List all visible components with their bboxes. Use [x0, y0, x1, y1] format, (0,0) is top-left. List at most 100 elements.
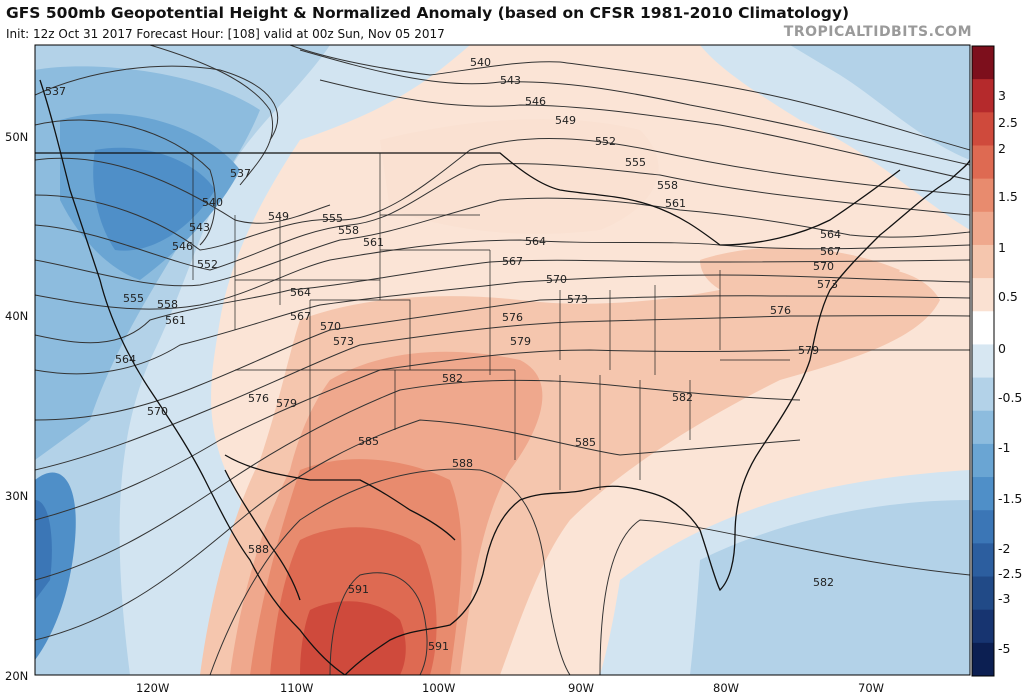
- colorbar-tick-label: -3: [998, 591, 1010, 606]
- contour-label: 555: [625, 156, 646, 169]
- contour-label: 570: [546, 273, 567, 286]
- colorbar-segment: [972, 145, 994, 180]
- colorbar-segment: [972, 178, 994, 213]
- contour-label: 579: [510, 335, 531, 348]
- contour-label: 552: [595, 135, 616, 148]
- contour-label: 555: [322, 212, 343, 225]
- lon-label-110w: 110W: [280, 681, 313, 695]
- contour-label: 582: [442, 372, 463, 385]
- contour-labels: 537 537 540 540 543 543 546 546 549 549 …: [45, 56, 841, 653]
- contour-label: 591: [348, 583, 369, 596]
- contour-label: 564: [115, 353, 136, 366]
- colorbar-segment: [972, 642, 994, 677]
- colorbar-segment: [972, 443, 994, 478]
- contour-label: 537: [230, 167, 251, 180]
- colorbar-tick-label: 2: [998, 141, 1006, 156]
- contour-label: 579: [276, 397, 297, 410]
- contour-label: 582: [672, 391, 693, 404]
- colorbar-segment: [972, 211, 994, 246]
- contour-label: 555: [123, 292, 144, 305]
- contour-label: 576: [248, 392, 269, 405]
- colorbar-tick-label: 1: [998, 240, 1006, 255]
- colorbar-segment: [972, 609, 994, 644]
- contour-label: 558: [657, 179, 678, 192]
- colorbar-segment: [972, 344, 994, 379]
- contour-label: 567: [502, 255, 523, 268]
- colorbar-tick-label: -1: [998, 440, 1010, 455]
- contour-label: 546: [525, 95, 546, 108]
- coastlines: [35, 79, 970, 675]
- colorbar: [971, 45, 995, 677]
- contour-label: 543: [500, 74, 521, 87]
- contour-label: 585: [358, 435, 379, 448]
- contour-label: 552: [197, 258, 218, 271]
- contour-label: 558: [338, 224, 359, 237]
- contour-label: 564: [525, 235, 546, 248]
- lon-label-90w: 90W: [568, 681, 594, 695]
- contour-label: 561: [363, 236, 384, 249]
- contour-label: 543: [189, 221, 210, 234]
- lat-label-20n: 20N: [5, 669, 28, 683]
- contour-label: 576: [502, 311, 523, 324]
- colorbar-segment: [972, 112, 994, 146]
- contour-label: 561: [665, 197, 686, 210]
- lon-label-100w: 100W: [422, 681, 455, 695]
- contour-label: 585: [575, 436, 596, 449]
- lon-label-80w: 80W: [713, 681, 739, 695]
- site-watermark[interactable]: TROPICALTIDBITS.COM: [783, 24, 972, 40]
- colorbar-segment: [972, 377, 994, 412]
- colorbar-segment: [972, 278, 994, 312]
- map-title: GFS 500mb Geopotential Height & Normaliz…: [6, 4, 850, 22]
- colorbar-segment: [972, 543, 994, 578]
- contour-label: 573: [567, 293, 588, 306]
- colorbar-tick-label: 0.5: [998, 289, 1018, 304]
- colorbar-tick-label: 3: [998, 88, 1006, 103]
- contour-label: 588: [452, 457, 473, 470]
- colorbar-segment: [972, 79, 994, 113]
- colorbar-tick-label: -2.5: [998, 566, 1022, 581]
- colorbar-segment: [972, 244, 994, 279]
- contour-label: 576: [770, 304, 791, 317]
- contour-label: 591: [428, 640, 449, 653]
- contour-label: 567: [820, 245, 841, 258]
- colorbar-tick-label: -5: [998, 641, 1010, 656]
- contour-label: 570: [813, 260, 834, 273]
- contour-label: 537: [45, 85, 66, 98]
- colorbar-segment: [972, 510, 994, 544]
- lat-label-50n: 50N: [5, 130, 28, 144]
- anomaly-field: [35, 45, 970, 675]
- colorbar-tick-label: 1.5: [998, 189, 1018, 204]
- contour-label: 546: [172, 240, 193, 253]
- colorbar-tick-label: 0: [998, 341, 1006, 356]
- contour-label: 573: [333, 335, 354, 348]
- lat-label-40n: 40N: [5, 309, 28, 323]
- height-contours: [35, 45, 970, 675]
- colorbar-tick-label: -1.5: [998, 491, 1022, 506]
- contour-label: 564: [290, 286, 311, 299]
- contour-label: 540: [470, 56, 491, 69]
- colorbar-tick-label: -2: [998, 541, 1010, 556]
- contour-label: 582: [813, 576, 834, 589]
- lon-label-120w: 120W: [136, 681, 169, 695]
- contour-label: 570: [320, 320, 341, 333]
- colorbar-segment: [972, 576, 994, 611]
- contour-label: 570: [147, 405, 168, 418]
- contour-label: 558: [157, 298, 178, 311]
- colorbar-labels: 3 2.5 2 1.5 1 0.5 0 -0.5 -1 -1.5 -2 -2.5…: [998, 88, 1022, 656]
- contour-label: 588: [248, 543, 269, 556]
- colorbar-segment: [972, 477, 994, 511]
- colorbar-segment: [972, 311, 994, 345]
- map-frame: [34, 44, 971, 676]
- forecast-info: Init: 12z Oct 31 2017 Forecast Hour: [10…: [6, 27, 445, 41]
- lat-label-30n: 30N: [5, 489, 28, 503]
- colorbar-tick-label: -0.5: [998, 390, 1022, 405]
- colorbar-tick-label: 2.5: [998, 115, 1018, 130]
- colorbar-frame: [971, 45, 995, 677]
- contour-label: 579: [798, 344, 819, 357]
- colorbar-segment: [972, 46, 994, 80]
- contour-label: 564: [820, 228, 841, 241]
- contour-label: 549: [555, 114, 576, 127]
- contour-label: 567: [290, 310, 311, 323]
- contour-label: 561: [165, 314, 186, 327]
